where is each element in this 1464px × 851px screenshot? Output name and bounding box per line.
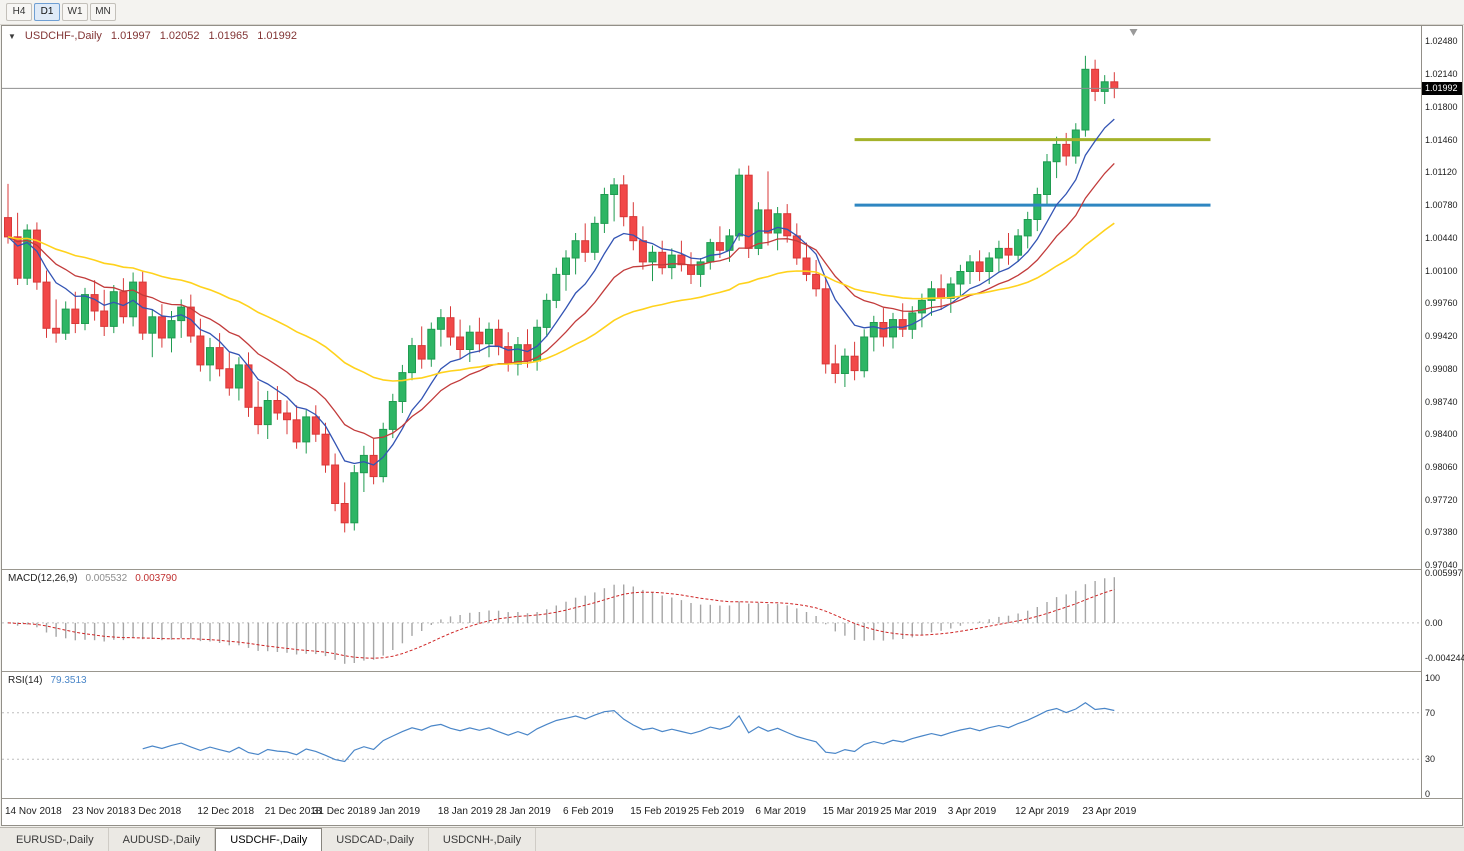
chart-tab-usdcad[interactable]: USDCAD-,Daily — [322, 828, 429, 851]
chart-canvas[interactable] — [2, 26, 1421, 798]
price-axis-label: 1.02140 — [1425, 69, 1458, 80]
pane-separator[interactable] — [2, 569, 1462, 570]
macd-axis-label: 0.005997 — [1425, 568, 1463, 579]
date-label: 6 Mar 2019 — [755, 806, 806, 817]
price-axis[interactable]: 1.01992 1.02480 1.02140 1.01800 1.01460 1.01… — [1422, 26, 1464, 799]
pane-separator — [2, 798, 1462, 799]
rsi-line — [142, 701, 1115, 763]
macd-axis-label: 0.00 — [1425, 617, 1443, 628]
price-axis-label: 0.98740 — [1425, 396, 1458, 407]
price-axis-label: 0.97040 — [1425, 560, 1458, 571]
rsi-indicator-label: RSI(14) 79.3513 — [8, 675, 87, 686]
macd-axis-label: -0.004244 — [1425, 652, 1464, 663]
date-label: 25 Feb 2019 — [688, 806, 745, 817]
date-label: 15 Feb 2019 — [630, 806, 687, 817]
date-label: 28 Jan 2019 — [495, 806, 551, 817]
rsi-axis-label: 100 — [1425, 673, 1441, 683]
timeframe-button-h4[interactable]: H4 — [6, 3, 32, 21]
rsi-axis-label: 70 — [1425, 707, 1436, 718]
pane-separator[interactable] — [2, 671, 1462, 672]
ema-slow-line — [7, 222, 1115, 382]
symbol-dropdown-icon[interactable]: ▼ — [8, 31, 16, 41]
rsi-axis-label: 30 — [1425, 754, 1436, 765]
candlesticks — [4, 55, 1119, 533]
price-axis-label: 1.00440 — [1425, 232, 1458, 243]
ohlc-readout: ▼ USDCHF-,Daily 1.01997 1.02052 1.01965 … — [8, 30, 297, 42]
price-axis-border — [1421, 26, 1422, 798]
macd-main-value: 0.005532 — [85, 573, 128, 584]
price-axis-label: 0.99080 — [1425, 363, 1458, 374]
date-label: 3 Apr 2019 — [947, 806, 997, 817]
macd-signal-line — [7, 589, 1115, 659]
price-axis-label: 1.01460 — [1425, 134, 1458, 145]
price-axis-label: 1.01800 — [1425, 101, 1458, 112]
date-label: 15 Mar 2019 — [822, 806, 879, 817]
timeframe-button-d1[interactable]: D1 — [34, 3, 60, 21]
ema-fast-line — [7, 118, 1115, 466]
rsi-axis-label: 0 — [1425, 789, 1431, 799]
ohlc-open: 1.01997 — [110, 30, 151, 42]
symbol-title: USDCHF-,Daily — [24, 30, 102, 42]
date-label: 31 Dec 2018 — [312, 806, 370, 817]
time-axis[interactable]: 14 Nov 2018 23 Nov 2018 3 Dec 2018 12 Dec 2… — [2, 799, 1421, 825]
chart-tab-audusd[interactable]: AUDUSD-,Daily — [109, 828, 216, 851]
timeframe-button-w1[interactable]: W1 — [62, 3, 88, 21]
ohlc-close: 1.01992 — [257, 30, 297, 42]
current-price-tag: 1.01992 — [1422, 82, 1462, 96]
price-axis-label: 0.98400 — [1425, 429, 1458, 440]
shift-marker-icon[interactable] — [1129, 29, 1138, 36]
macd-indicator-label: MACD(12,26,9) 0.005532 0.003790 — [8, 573, 177, 584]
chart-window[interactable]: ▼ USDCHF-,Daily 1.01997 1.02052 1.01965 … — [1, 25, 1464, 826]
price-axis-label: 0.98060 — [1425, 461, 1458, 472]
date-label: 12 Dec 2018 — [197, 806, 255, 817]
date-label: 9 Jan 2019 — [370, 806, 421, 817]
macd-signal-value: 0.003790 — [135, 573, 177, 584]
ohlc-high: 1.02052 — [159, 30, 200, 42]
date-label: 14 Nov 2018 — [5, 806, 62, 817]
rsi-title: RSI(14) — [8, 675, 43, 686]
macd-title: MACD(12,26,9) — [8, 573, 78, 584]
date-label: 3 Dec 2018 — [130, 806, 182, 817]
timeframe-toolbar: H4 D1 W1 MN — [0, 0, 1464, 25]
chart-tab-usdcnh[interactable]: USDCNH-,Daily — [429, 828, 537, 851]
date-label: 6 Feb 2019 — [563, 806, 614, 817]
date-label: 23 Apr 2019 — [1082, 806, 1137, 817]
date-label: 18 Jan 2019 — [437, 806, 493, 817]
price-axis-label: 0.97380 — [1425, 527, 1458, 538]
ohlc-low: 1.01965 — [208, 30, 249, 42]
date-label: 25 Mar 2019 — [880, 806, 937, 817]
ema-mid-line — [7, 162, 1115, 439]
timeframe-button-mn[interactable]: MN — [90, 3, 116, 21]
price-axis-label: 1.00780 — [1425, 200, 1458, 211]
price-axis-label: 0.99420 — [1425, 331, 1458, 341]
date-label: 21 Dec 2018 — [264, 806, 322, 817]
date-label: 12 Apr 2019 — [1015, 806, 1070, 817]
chart-tab-eurusd[interactable]: EURUSD-,Daily — [2, 828, 109, 851]
price-axis-label: 1.02480 — [1425, 36, 1458, 47]
price-axis-label: 0.97720 — [1425, 494, 1458, 505]
rsi-pane — [2, 701, 1421, 763]
chart-tab-usdchf[interactable]: USDCHF-,Daily — [215, 828, 323, 851]
price-axis-label: 1.00100 — [1425, 265, 1458, 276]
price-axis-label: 0.99760 — [1425, 298, 1458, 309]
macd-pane — [2, 577, 1421, 664]
date-label: 23 Nov 2018 — [72, 806, 130, 817]
price-axis-label: 1.01120 — [1425, 167, 1457, 178]
chart-tab-bar: EURUSD-,Daily AUDUSD-,Daily USDCHF-,Daily U… — [0, 827, 1464, 851]
rsi-value: 79.3513 — [50, 675, 87, 686]
